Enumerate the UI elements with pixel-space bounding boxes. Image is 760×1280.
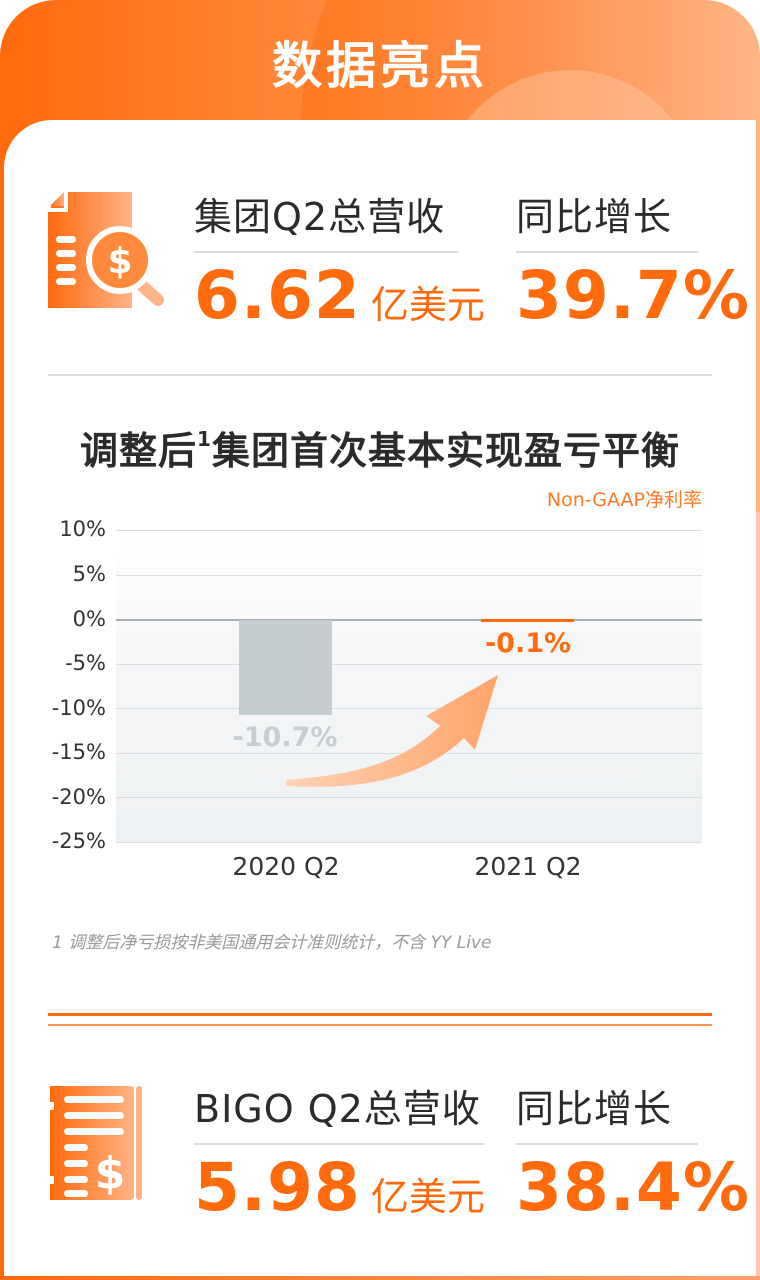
y-tick: -15% [51, 740, 106, 764]
divider [194, 251, 458, 253]
y-tick: -5% [65, 651, 106, 675]
y-tick: 10% [59, 517, 106, 541]
bar-2021-q2 [481, 619, 574, 622]
section-divider [48, 1024, 712, 1026]
zero-line [116, 619, 702, 621]
y-tick: -25% [51, 829, 106, 853]
group-growth-value: 39.7% [516, 257, 750, 334]
gridline [116, 842, 702, 843]
chart-plot-area [116, 530, 702, 842]
bar-value-label: -0.1% [484, 628, 572, 659]
footnote-marker: 1 [197, 427, 212, 451]
y-tick: 0% [72, 607, 106, 631]
svg-text:$: $ [107, 241, 132, 282]
y-tick: -20% [51, 785, 106, 809]
section-divider [48, 374, 712, 376]
group-growth-label: 同比增长 [516, 195, 673, 239]
group-revenue-label: 集团Q2总营收 [194, 195, 446, 239]
chart-title: 调整后1集团首次基本实现盈亏平衡 [80, 427, 680, 473]
svg-text:$: $ [95, 1148, 126, 1199]
page-title: 数据亮点 [272, 37, 488, 95]
y-tick: 5% [72, 562, 106, 586]
group-revenue-value: 6.62 亿美元 [194, 257, 485, 334]
bar-value-label: -10.7% [232, 722, 338, 753]
gridline [116, 530, 702, 531]
gridline [116, 797, 702, 798]
trend-up-arrow-icon [286, 675, 498, 787]
gridline [116, 575, 702, 576]
bigo-revenue-value: 5.98 亿美元 [194, 1149, 485, 1226]
bigo-growth-label: 同比增长 [516, 1087, 673, 1131]
bigo-growth-kpi: 同比增长 38.4% [516, 1078, 750, 1226]
divider [194, 1143, 484, 1145]
y-tick: -10% [51, 696, 106, 720]
document-dollar-search-icon: $ [48, 192, 164, 308]
chart-legend: Non-GAAP净利率 [546, 489, 702, 511]
gridline [116, 664, 702, 665]
bottom-border [0, 1276, 760, 1280]
bigo-revenue-kpi: BIGO Q2总营收 5.98 亿美元 [194, 1078, 485, 1226]
x-tick: 2021 Q2 [474, 852, 582, 881]
bigo-revenue-label: BIGO Q2总营收 [194, 1087, 481, 1131]
x-tick: 2020 Q2 [232, 852, 340, 881]
ledger-dollar-icon: $ [50, 1086, 142, 1200]
section-divider [48, 1013, 712, 1016]
divider [516, 1143, 698, 1145]
gridline [116, 708, 702, 709]
divider [516, 251, 698, 253]
group-revenue-kpi: 集团Q2总营收 6.62 亿美元 [194, 186, 485, 334]
footnote: 1 调整后净亏损按非美国通用会计准则统计，不含 YY Live [52, 933, 492, 953]
group-growth-kpi: 同比增长 39.7% [516, 186, 750, 334]
bigo-growth-value: 38.4% [516, 1149, 750, 1226]
bar-2020-q2 [239, 620, 332, 715]
